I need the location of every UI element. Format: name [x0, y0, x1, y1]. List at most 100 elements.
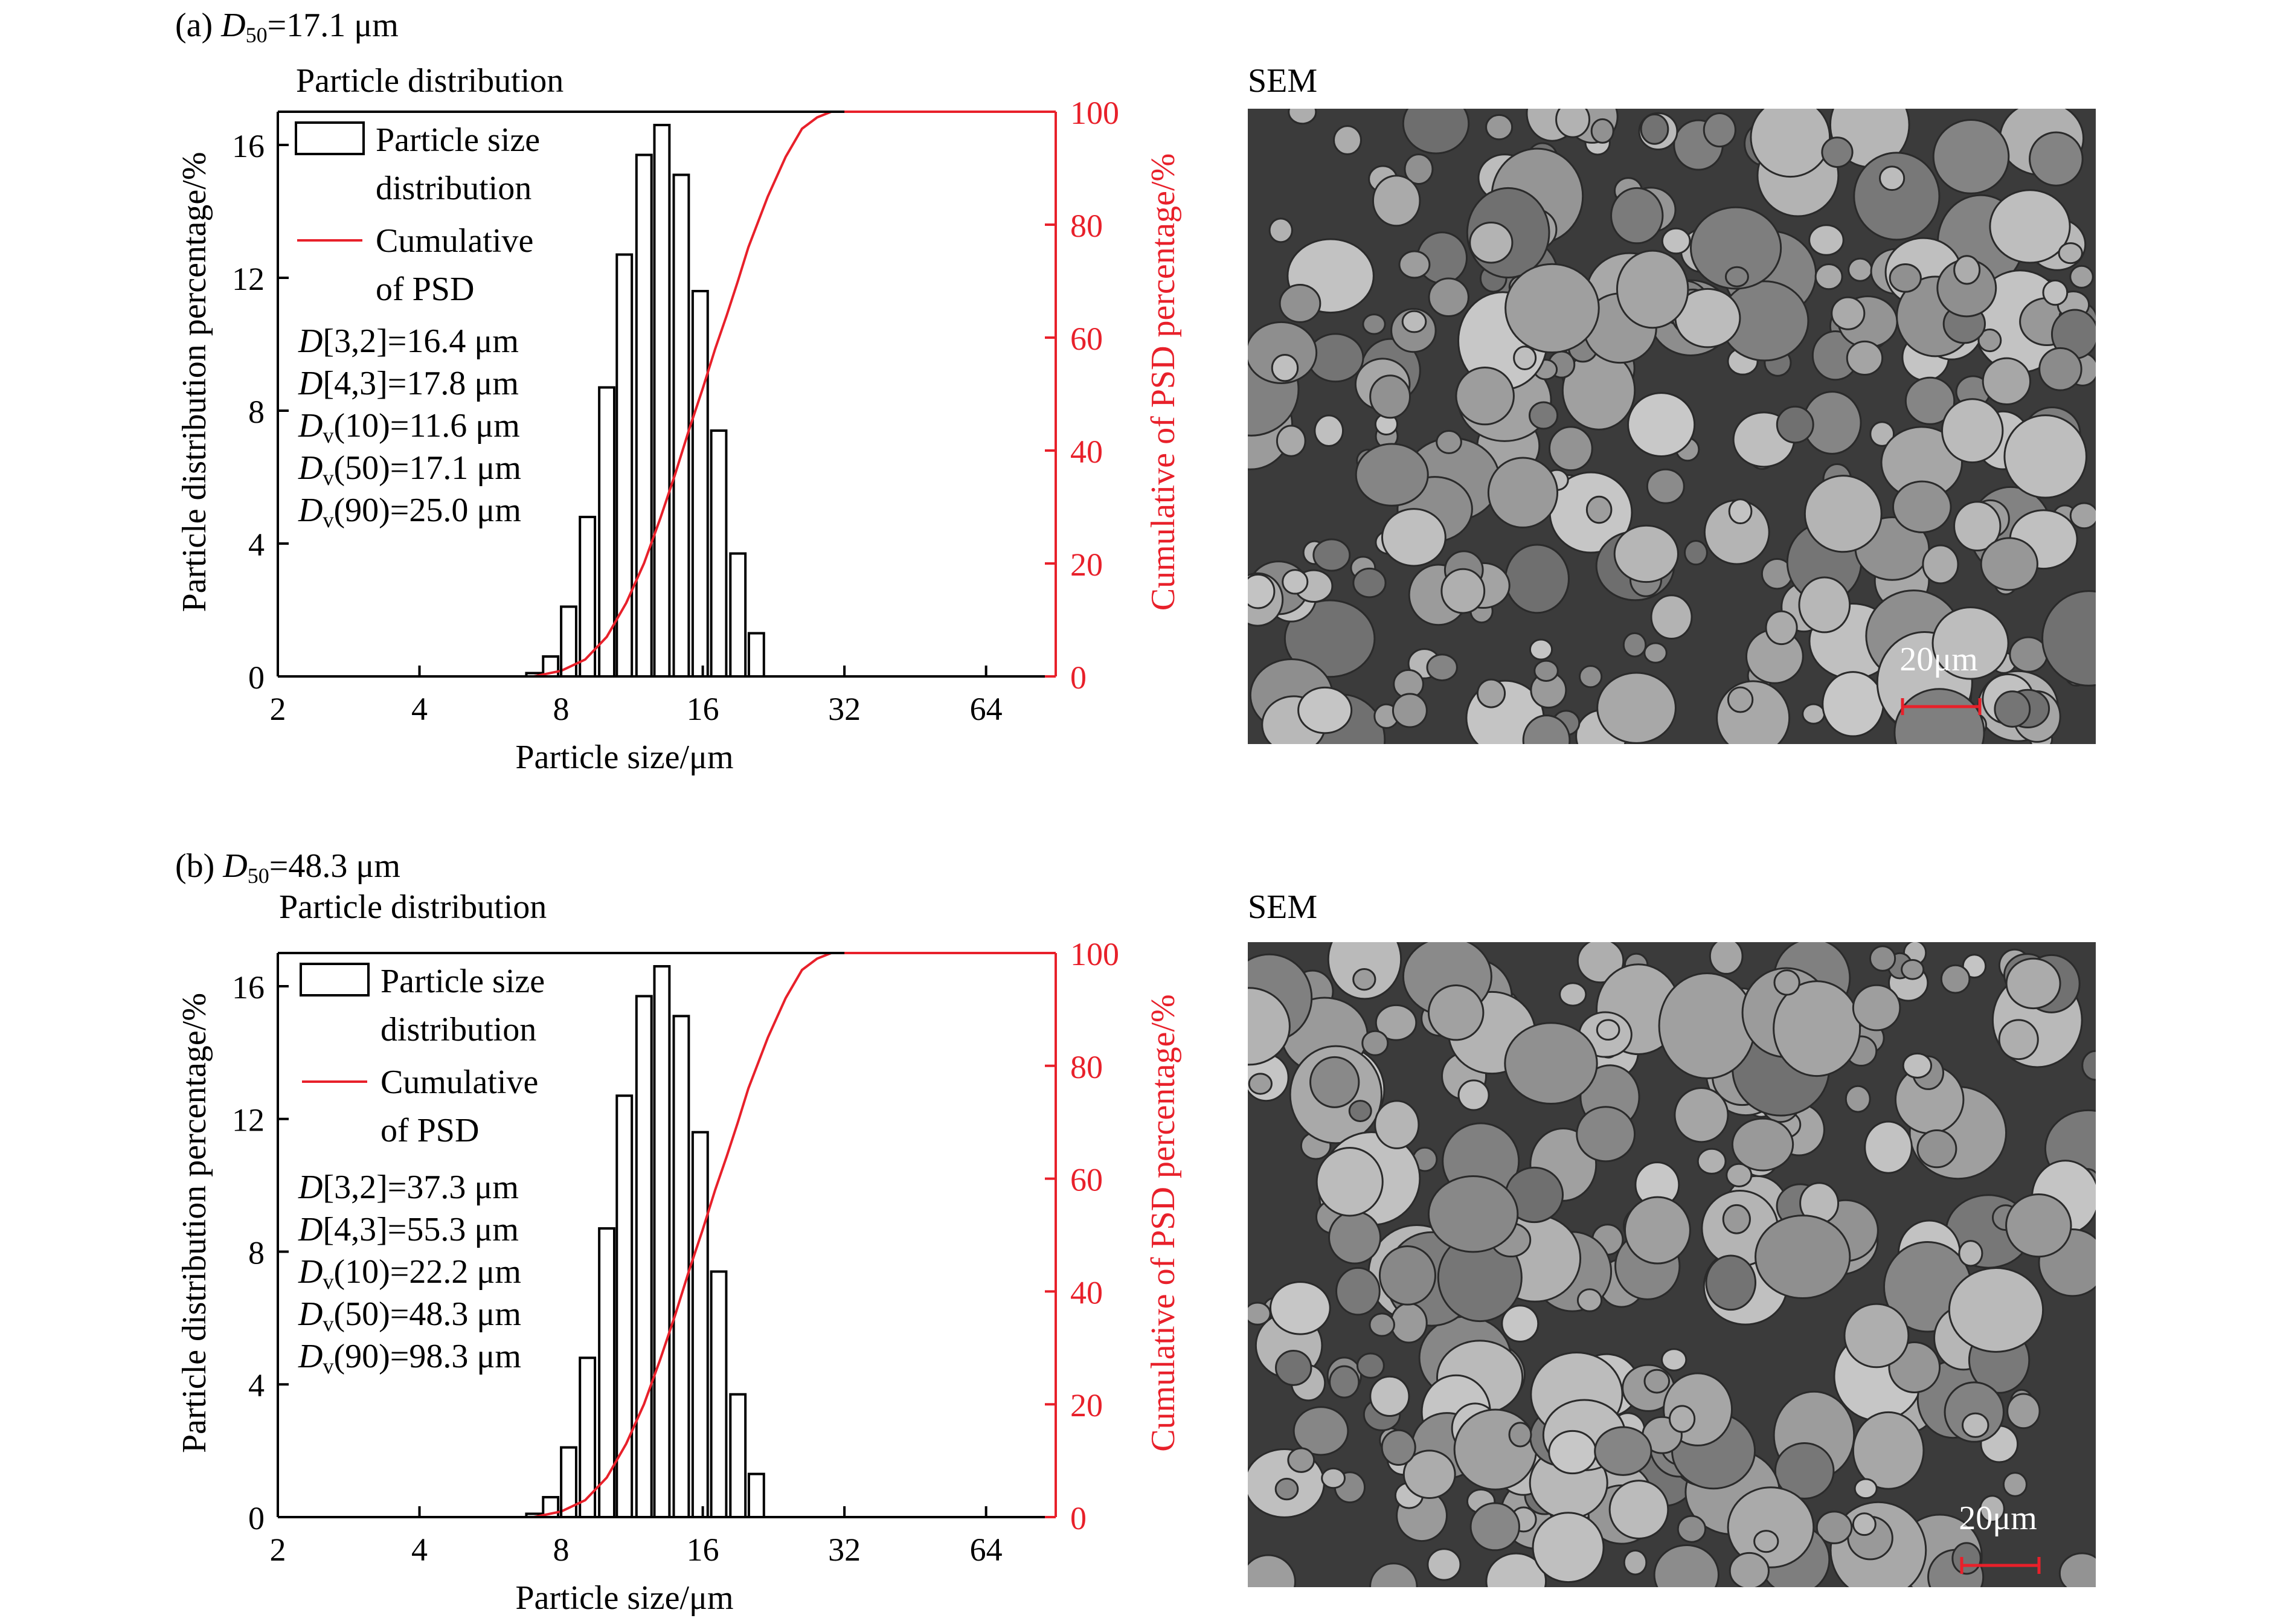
sem-particle	[1852, 1411, 1925, 1490]
stat-line: Dv(10)=22.2 μm	[298, 1253, 521, 1294]
sem-particle	[1980, 537, 2038, 591]
x-tick-label: 16	[687, 691, 719, 727]
sem-particle	[1622, 632, 1647, 658]
x-tick-label: 8	[553, 1532, 570, 1568]
x-tick-label: 2	[270, 1532, 286, 1568]
stat-text: (90)=98.3 μm	[333, 1338, 521, 1375]
scale-bar-label: 20μm	[1959, 1500, 2037, 1537]
sem-particle	[1427, 984, 1485, 1041]
x-tick-label: 16	[687, 1532, 719, 1568]
y-tick-label: 0	[248, 660, 265, 696]
sem-particle	[1951, 1542, 1982, 1575]
stat-symbol: D	[298, 1253, 323, 1291]
sem-particle	[1953, 501, 2002, 552]
sem-particle	[1773, 969, 1800, 996]
sem-particle	[2042, 279, 2069, 306]
sem-particle	[1392, 693, 1428, 728]
panel-heading: (b) D50=48.3 μm	[175, 847, 400, 888]
y-axis-label: Particle distribution percentage/%	[176, 152, 213, 612]
sem-particle	[1940, 964, 1971, 994]
legend-label: Particle size	[380, 963, 545, 1000]
stat-line: Dv(50)=48.3 μm	[298, 1295, 521, 1336]
x-tick-label: 8	[553, 691, 570, 727]
sem-particle	[1616, 249, 1689, 329]
sem-particle	[1716, 680, 1791, 744]
sem-particle	[1315, 1147, 1384, 1217]
sem-particle	[1979, 1495, 2005, 1523]
y-tick-label: 12	[232, 261, 265, 297]
sem-particle	[1703, 112, 1736, 148]
cumulative-line	[278, 111, 1056, 678]
sem-particle	[1623, 1196, 1691, 1265]
sem-particle	[1613, 524, 1679, 583]
sem-particle	[2041, 590, 2096, 687]
sem-particle	[2006, 1393, 2041, 1430]
sem-particle	[1501, 1305, 1540, 1343]
sem-particle	[1328, 1210, 1382, 1265]
stat-text: [3,2]=16.4 μm	[323, 323, 518, 360]
sem-particle	[2009, 636, 2048, 673]
sem-particle	[1469, 1502, 1520, 1552]
stat-symbol: D	[298, 365, 323, 402]
y2-tick-label: 0	[1070, 660, 1087, 696]
stat-text: [4,3]=55.3 μm	[323, 1211, 518, 1248]
sem-particle	[1640, 113, 1669, 145]
sem-particle	[1822, 671, 1884, 737]
sem-particle	[1555, 109, 1591, 138]
sem-particle	[1802, 703, 1826, 725]
sem-particle	[1504, 263, 1600, 354]
stat-text: [4,3]=17.8 μm	[323, 365, 518, 402]
sem-particle	[1953, 255, 1981, 285]
sem-particle	[1378, 1245, 1436, 1306]
sem-particle	[1773, 980, 1861, 1077]
stat-line: Dv(50)=17.1 μm	[298, 449, 521, 490]
sem-particle	[1271, 353, 1299, 382]
panel-heading: (a) D50=17.1 μm	[175, 7, 399, 47]
sem-particle	[1724, 266, 1749, 287]
y-tick-label: 4	[248, 527, 265, 563]
sem-particle	[1576, 942, 1625, 984]
sem-particle	[1548, 1430, 1597, 1475]
sem-particle	[1390, 1302, 1428, 1344]
legend-label: Cumulative	[376, 222, 533, 260]
sem-particle	[1623, 1549, 1648, 1576]
stat-subscript: v	[323, 1312, 333, 1336]
sem-particle	[2058, 1552, 2096, 1587]
sem-particle	[1578, 665, 1603, 688]
sem-particle	[1274, 1477, 1299, 1501]
histogram-bar	[598, 386, 615, 678]
histogram-bar	[635, 153, 653, 678]
stat-text: (50)=17.1 μm	[333, 449, 521, 487]
sem-particle	[1994, 690, 2031, 728]
sem-particle	[1321, 1467, 1346, 1489]
sem-particle	[1533, 660, 1559, 682]
sem-particle	[1848, 257, 1873, 282]
sem-particle	[1661, 227, 1691, 255]
sem-particle	[1529, 401, 1559, 430]
sem-particle	[1774, 1442, 1835, 1500]
stat-line: D[3,2]=16.4 μm	[298, 323, 519, 360]
sem-particle	[1650, 594, 1693, 640]
sem-particle	[1469, 221, 1514, 264]
y-tick-label: 8	[248, 1234, 265, 1271]
sem-particle	[1404, 153, 1434, 185]
sem-particle	[1282, 569, 1309, 595]
sem-particle	[1335, 1266, 1381, 1316]
sem-particle	[1402, 1449, 1456, 1500]
sem-particle	[1309, 1056, 1360, 1108]
stat-symbol: D	[298, 323, 323, 360]
sem-particle	[1513, 345, 1537, 371]
sem-particle	[1485, 114, 1514, 141]
sem-particle	[1727, 686, 1754, 713]
sem-particle	[1902, 1052, 1933, 1079]
sem-particle	[1728, 498, 1753, 525]
histogram-bar	[653, 964, 671, 1518]
sem-particle	[1522, 714, 1571, 744]
y2-tick-label: 80	[1070, 208, 1103, 244]
sem-particle	[2069, 502, 2096, 530]
stat-symbol: D	[298, 1295, 323, 1333]
sem-particle	[2038, 347, 2082, 391]
y2-tick-label: 100	[1070, 95, 1119, 131]
legend: Particle size distribution Cumulative of PS…	[300, 963, 545, 1149]
y2-tick-label: 60	[1070, 1162, 1103, 1198]
